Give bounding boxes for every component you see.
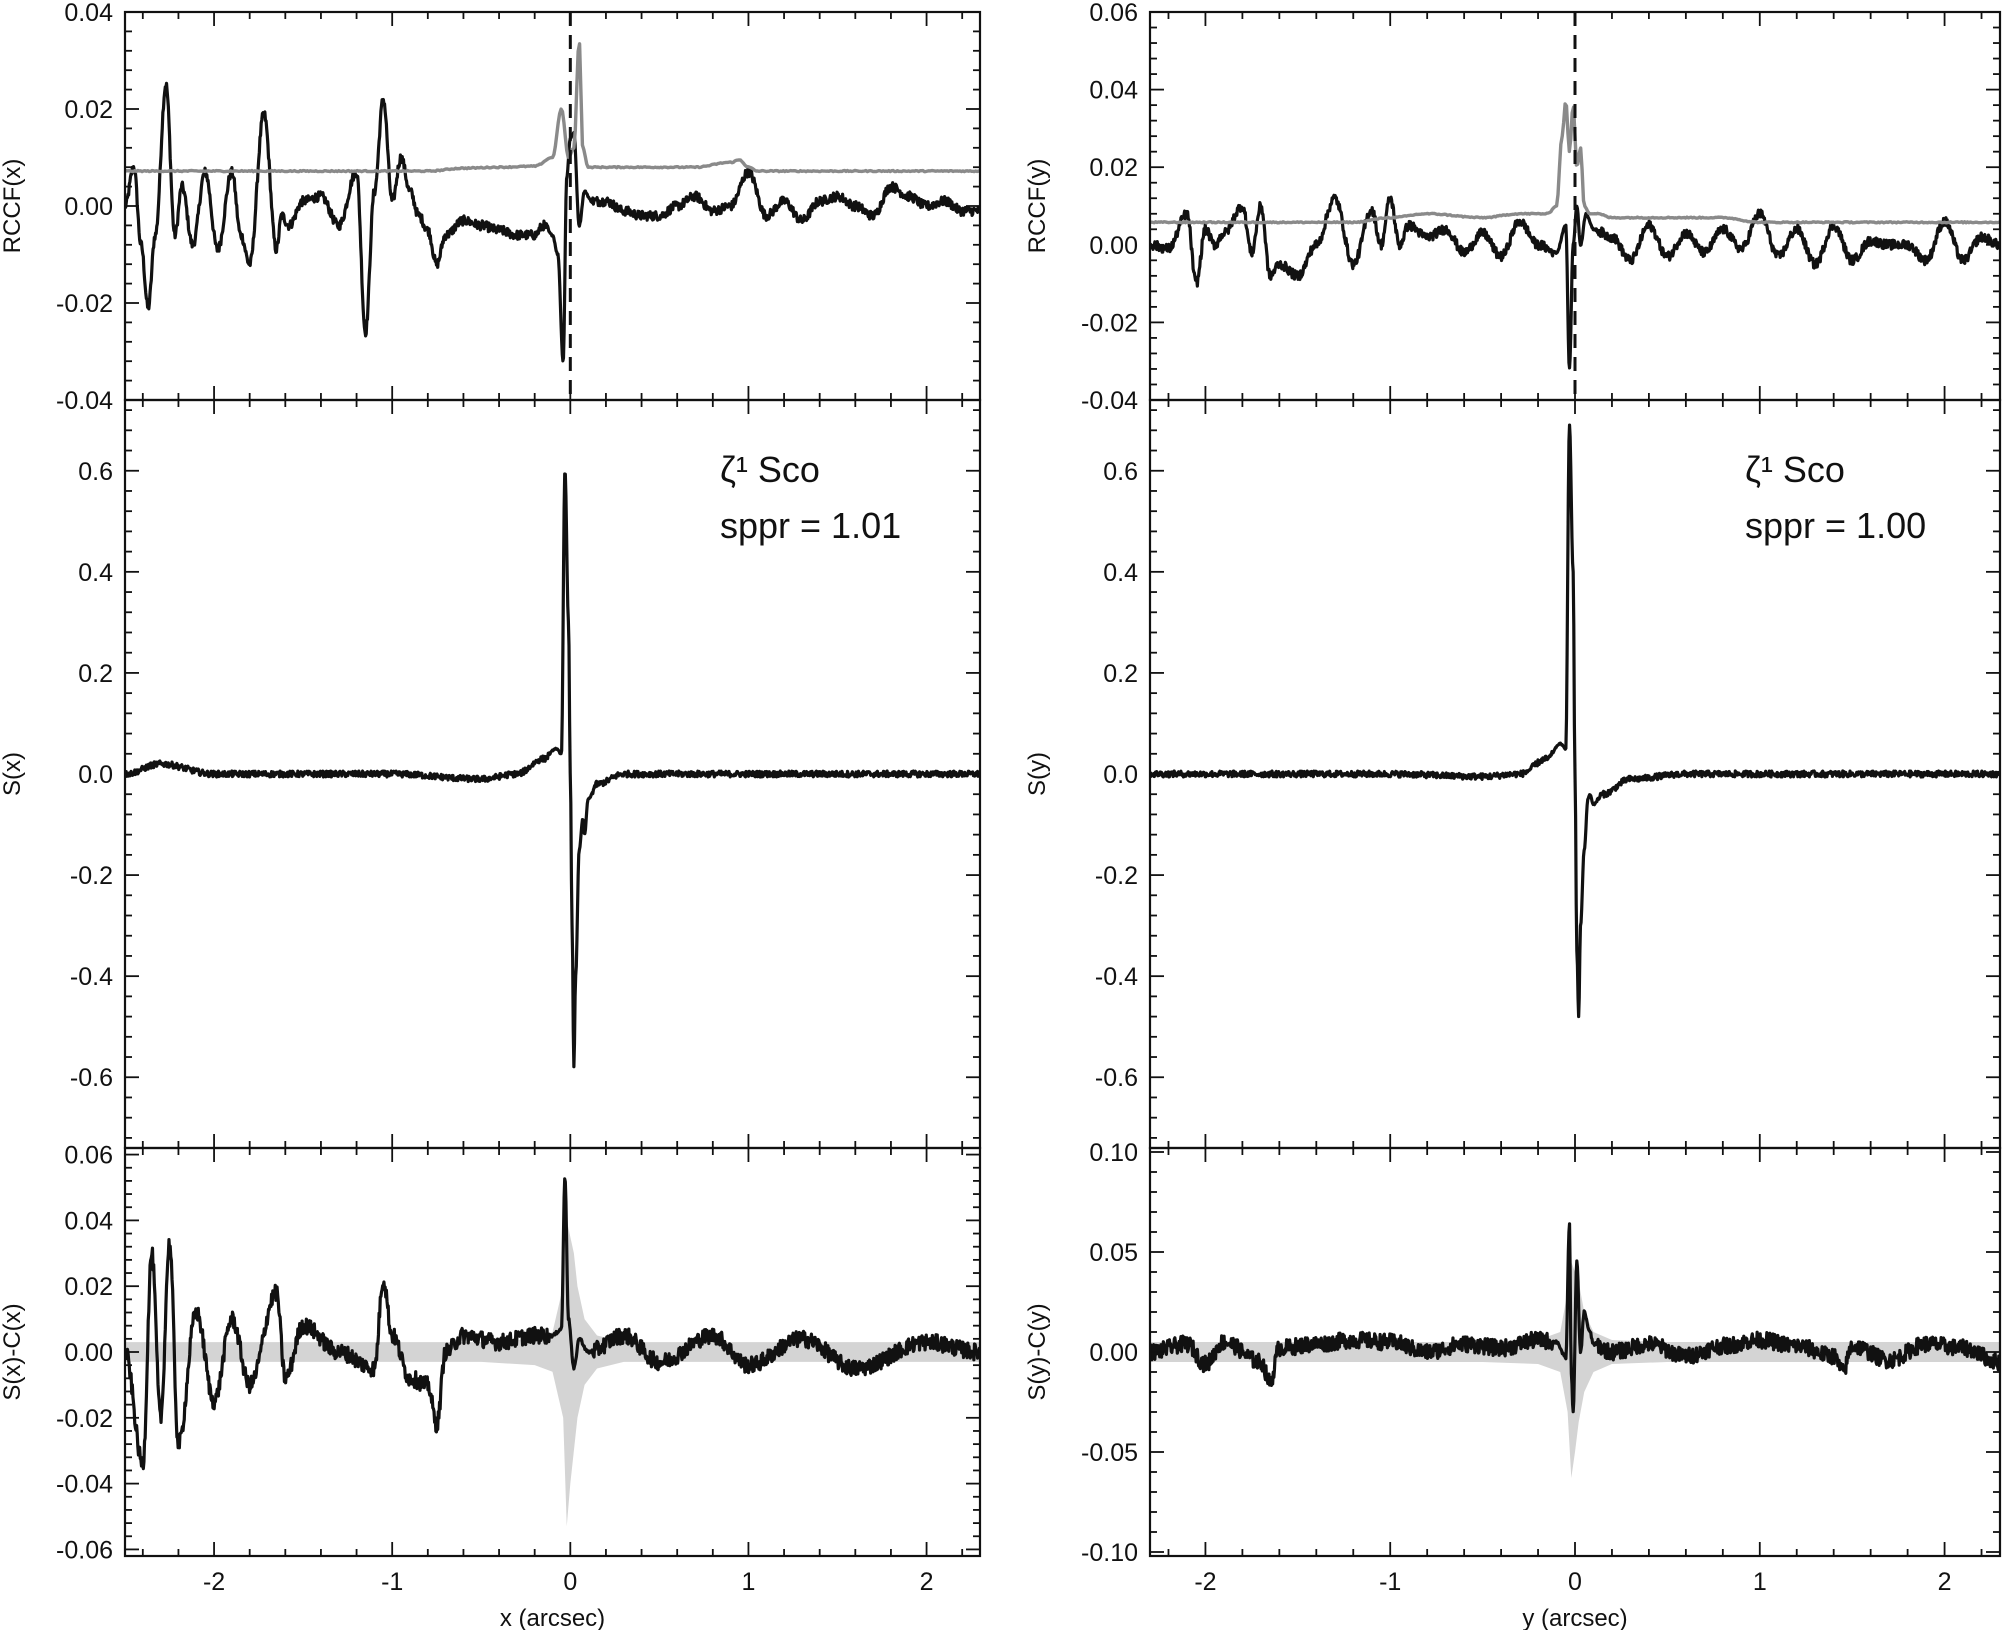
y-tick-label: 0.6 — [1103, 458, 1138, 486]
star-name-annotation: ζ¹ Sco — [720, 449, 820, 490]
sppr-annotation: sppr = 1.00 — [1745, 505, 1926, 546]
x-tick-label: -1 — [1379, 1568, 1401, 1596]
series-line-black — [1150, 423, 2000, 1019]
y-axis-label: RCCF(x) — [0, 159, 26, 254]
x-tick-label: 2 — [920, 1568, 934, 1596]
y-tick-label: -0.02 — [56, 1405, 113, 1433]
x-tick-label: -1 — [381, 1568, 403, 1596]
x-tick-label: 1 — [1753, 1568, 1767, 1596]
y-axis-label: S(x)-C(x) — [0, 1303, 26, 1400]
y-tick-label: -0.04 — [56, 387, 113, 415]
y-tick-label: 0.06 — [64, 1142, 113, 1170]
y-tick-label: 0.02 — [64, 1273, 113, 1301]
series-line-black — [125, 81, 980, 363]
x-tick-label: 1 — [741, 1568, 755, 1596]
y-tick-label: -0.2 — [70, 862, 113, 890]
y-tick-label: 0.0 — [1103, 761, 1138, 789]
y-tick-label: 0.00 — [1089, 232, 1138, 260]
y-tick-label: -0.02 — [56, 290, 113, 318]
y-tick-label: -0.10 — [1081, 1539, 1138, 1567]
y-tick-label: 0.2 — [78, 660, 113, 688]
x-tick-label: -2 — [1194, 1568, 1216, 1596]
y-axis-label: S(y)-C(y) — [1024, 1303, 1051, 1400]
y-tick-label: -0.4 — [1095, 963, 1138, 991]
y-tick-label: -0.2 — [1095, 862, 1138, 890]
y-tick-label: 0.02 — [1089, 154, 1138, 182]
y-tick-label: 0.04 — [64, 1207, 113, 1235]
y-tick-label: 0.00 — [1089, 1339, 1138, 1367]
panel-left-middle: -0.6 -0.4 -0.2 0.0 0.2 0.4 0.6 S(x) ζ¹ Sco sppr =… — [0, 398, 982, 1150]
y-tick-label: -0.6 — [1095, 1064, 1138, 1092]
star-name-annotation: ζ¹ Sco — [1745, 449, 1845, 490]
y-axis-label: S(y) — [1024, 752, 1051, 796]
x-tick-label: 0 — [1568, 1568, 1582, 1596]
sppr-annotation: sppr = 1.01 — [720, 505, 901, 546]
series-line-black — [125, 1177, 980, 1471]
y-axis-label: S(x) — [0, 752, 26, 796]
panel-left-top: -0.04 -0.02 0.00 0.02 0.04 RCCF(x) — [0, 0, 982, 415]
y-tick-label: 0.10 — [1089, 1139, 1138, 1167]
x-tick-label: -2 — [203, 1568, 225, 1596]
y-tick-label: -0.6 — [70, 1064, 113, 1092]
panel-right-middle: -0.6 -0.4 -0.2 0.0 0.2 0.4 0.6 S(y) ζ¹ Sco sppr =… — [1024, 398, 2002, 1150]
y-axis-label: RCCF(y) — [1024, 159, 1051, 254]
series-line-gray — [125, 42, 980, 174]
y-tick-label: -0.02 — [1081, 309, 1138, 337]
series-line-black — [1150, 1222, 2000, 1414]
y-tick-label: -0.05 — [1081, 1439, 1138, 1467]
x-axis-label: y (arcsec) — [1522, 1605, 1627, 1630]
x-tick-label: 2 — [1938, 1568, 1952, 1596]
panel-right-top: -0.04 -0.02 0.00 0.02 0.04 0.06 RCCF(y) — [1024, 0, 2002, 415]
x-axis-label: x (arcsec) — [500, 1605, 605, 1630]
panel-left-bottom: -0.06 -0.04 -0.02 0.00 0.02 0.04 0.06 -2 -1 0 1 2 S(… — [0, 1142, 982, 1630]
x-tick-label: 0 — [563, 1568, 577, 1596]
y-tick-label: 0.00 — [64, 193, 113, 221]
y-tick-label: 0.2 — [1103, 660, 1138, 688]
y-tick-label: -0.4 — [70, 963, 113, 991]
y-tick-label: 0.6 — [78, 458, 113, 486]
y-tick-label: 0.02 — [64, 96, 113, 124]
y-tick-label: 0.4 — [1103, 559, 1138, 587]
y-tick-label: 0.05 — [1089, 1239, 1138, 1267]
y-tick-label: 0.04 — [64, 0, 113, 27]
y-tick-label: -0.04 — [56, 1471, 113, 1499]
y-tick-label: 0.06 — [1089, 0, 1138, 27]
y-tick-label: 0.00 — [64, 1339, 113, 1367]
y-tick-label: 0.4 — [78, 559, 113, 587]
y-tick-label: 0.0 — [78, 761, 113, 789]
series-line-black — [125, 472, 980, 1069]
y-tick-label: -0.04 — [1081, 387, 1138, 415]
panel-right-bottom: -0.10 -0.05 0.00 0.05 0.10 -2 -1 0 1 2 S(y)-C(y) y … — [1024, 1139, 2002, 1630]
y-tick-label: -0.06 — [56, 1536, 113, 1564]
y-tick-label: 0.04 — [1089, 77, 1138, 105]
